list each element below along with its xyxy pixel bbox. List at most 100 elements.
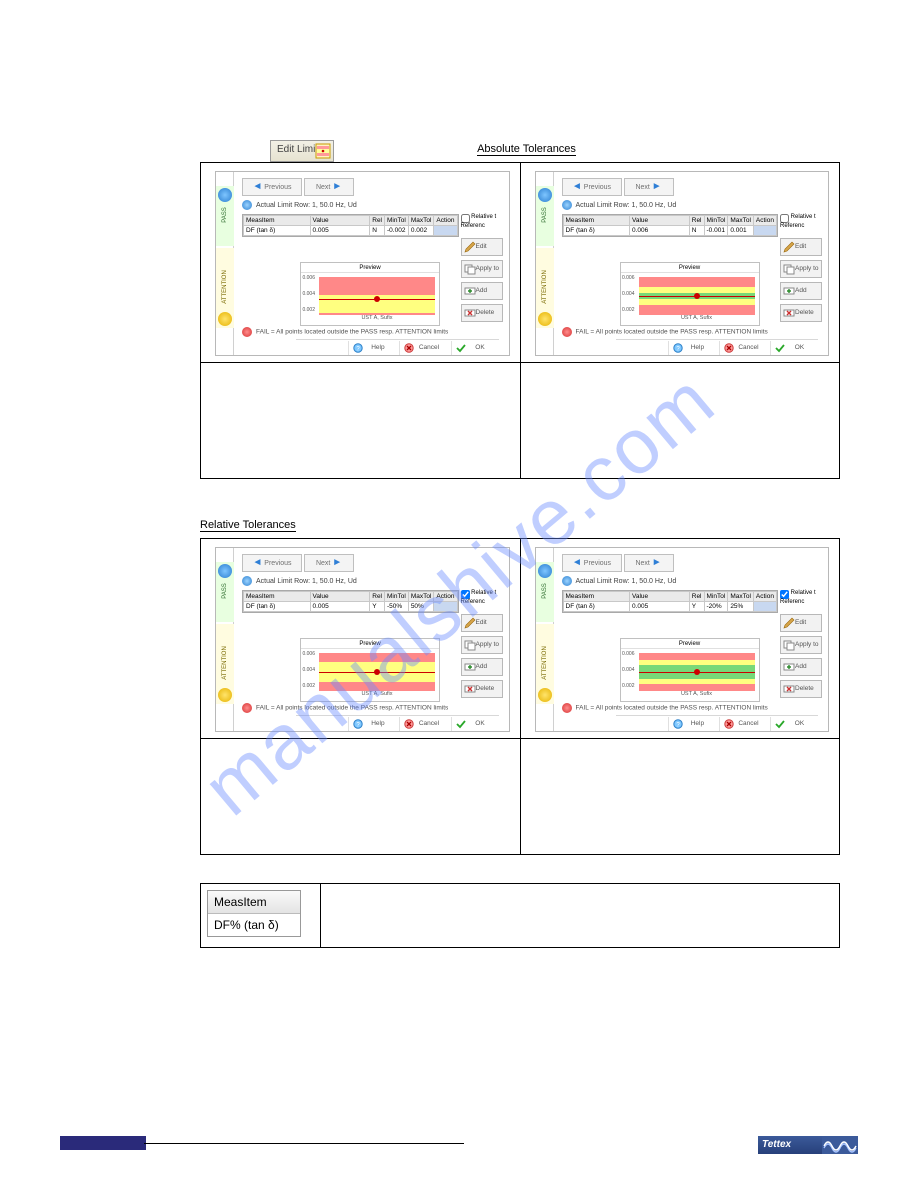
arrow-left-icon: ◄ [572, 557, 582, 568]
edit-button[interactable]: Edit [780, 614, 822, 632]
limits-grid[interactable]: MeasItem Value Rel MinTol MaxTol Action … [242, 590, 459, 613]
tab-attention[interactable]: ATTENTION [536, 248, 554, 328]
fail-icon [562, 327, 572, 337]
apply-to-button[interactable]: Apply to [461, 260, 503, 278]
apply-to-button[interactable]: Apply to [780, 260, 822, 278]
relative-checkbox[interactable]: Relative tReferenc [461, 590, 503, 605]
delete-button[interactable]: Delete [780, 680, 822, 698]
tab-pass[interactable]: PASS [536, 562, 554, 622]
warning-icon [538, 312, 552, 326]
cell-rel: N [689, 226, 704, 236]
fail-icon [242, 327, 252, 337]
edit-button[interactable]: Edit [780, 238, 822, 256]
cancel-button[interactable]: Cancel [719, 341, 767, 355]
arrow-right-icon: ► [652, 181, 662, 192]
ok-button[interactable]: OK [770, 341, 818, 355]
cell-action[interactable] [434, 226, 457, 236]
delete-button[interactable]: Delete [461, 304, 503, 322]
add-button[interactable]: Add [461, 658, 503, 676]
relative-checkbox-input[interactable] [461, 590, 470, 599]
previous-button[interactable]: ◄ Previous [242, 178, 302, 196]
tab-pass[interactable]: PASS [216, 186, 234, 246]
edit-limit-button[interactable]: Edit Limit [270, 140, 334, 162]
relative-checkbox[interactable]: Relative tReferenc [461, 214, 503, 229]
tab-pass[interactable]: PASS [536, 186, 554, 246]
help-button[interactable]: ? Help [668, 717, 716, 731]
relative-checkbox-input[interactable] [461, 214, 470, 223]
cell-rel: Y [689, 602, 704, 612]
apply-icon [783, 263, 795, 275]
limits-grid[interactable]: MeasItem Value Rel MinTol MaxTol Action … [242, 214, 459, 237]
tab-attention[interactable]: ATTENTION [216, 624, 234, 704]
edit-button[interactable]: Edit [461, 614, 503, 632]
edit-button[interactable]: Edit [461, 238, 503, 256]
col-value: Value [630, 216, 690, 226]
heading-relative: Relative Tolerances [200, 519, 296, 532]
cancel-button[interactable]: Cancel [719, 717, 767, 731]
cancel-button[interactable]: Cancel [399, 717, 447, 731]
tab-attention[interactable]: ATTENTION [536, 624, 554, 704]
info-icon [562, 200, 572, 210]
previous-button[interactable]: ◄ Previous [562, 554, 622, 572]
cell-maxtol: 50% [408, 602, 434, 612]
col-mintol: MinTol [704, 216, 728, 226]
cell-measitem: DF (tan δ) [244, 226, 311, 236]
relative-checkbox[interactable]: Relative tReferenc [780, 590, 822, 605]
cell-action[interactable] [753, 602, 776, 612]
apply-to-button[interactable]: Apply to [461, 636, 503, 654]
apply-to-button[interactable]: Apply to [780, 636, 822, 654]
cancel-button[interactable]: Cancel [399, 341, 447, 355]
help-button[interactable]: ? Help [668, 341, 716, 355]
arrow-left-icon: ◄ [252, 181, 262, 192]
measitem-value: DF% (tan δ) [208, 914, 300, 936]
arrow-left-icon: ◄ [572, 181, 582, 192]
relative-checkbox-input[interactable] [780, 590, 789, 599]
help-button[interactable]: ? Help [348, 717, 396, 731]
relative-checkbox[interactable]: Relative tReferenc [780, 214, 822, 229]
next-button[interactable]: Next ► [624, 178, 674, 196]
cell-rel: Y [370, 602, 385, 612]
next-button[interactable]: Next ► [304, 178, 354, 196]
previous-button[interactable]: ◄ Previous [562, 178, 622, 196]
col-value: Value [630, 592, 690, 602]
measitem-box: MeasItem DF% (tan δ) [207, 890, 301, 937]
abs-cell-2: PASS ATTENTION ◄ Previous Next ► Actual … [520, 163, 840, 363]
measitem-desc [320, 884, 839, 948]
add-button[interactable]: Add [780, 658, 822, 676]
warning-icon [538, 688, 552, 702]
cell-rel: N [370, 226, 385, 236]
ok-button[interactable]: OK [451, 341, 499, 355]
cell-action[interactable] [753, 226, 776, 236]
preview-chart: Preview 0.006 0.004 0.002 UST A, Sufix [300, 638, 440, 702]
col-measitem: MeasItem [563, 216, 630, 226]
delete-button[interactable]: Delete [461, 680, 503, 698]
previous-button[interactable]: ◄ Previous [242, 554, 302, 572]
tettex-wave-icon [822, 1136, 858, 1154]
tab-pass[interactable]: PASS [216, 562, 234, 622]
delete-button[interactable]: Delete [780, 304, 822, 322]
relative-checkbox-input[interactable] [780, 214, 789, 223]
preview-body [639, 277, 755, 313]
check-icon [456, 343, 466, 353]
info-row: Actual Limit Row: 1, 50.0 Hz, Ud [562, 576, 779, 588]
ok-button[interactable]: OK [770, 717, 818, 731]
preview-xaxis: UST A, Sufix [319, 691, 435, 701]
cell-action[interactable] [434, 602, 457, 612]
apply-icon [464, 263, 476, 275]
add-button[interactable]: Add [780, 282, 822, 300]
cancel-icon [724, 719, 734, 729]
tab-pass-label: PASS [222, 192, 228, 238]
limits-grid[interactable]: MeasItem Value Rel MinTol MaxTol Action … [562, 590, 779, 613]
info-icon [562, 576, 572, 586]
preview-yaxis: 0.006 0.004 0.002 [301, 653, 317, 689]
add-button[interactable]: Add [461, 282, 503, 300]
fail-message: FAIL = All points located outside the PA… [562, 327, 819, 337]
help-button[interactable]: ? Help [348, 341, 396, 355]
tab-attn-label: ATTENTION [542, 264, 548, 310]
help-icon: ? [353, 719, 363, 729]
limits-grid[interactable]: MeasItem Value Rel MinTol MaxTol Action … [562, 214, 779, 237]
ok-button[interactable]: OK [451, 717, 499, 731]
next-button[interactable]: Next ► [304, 554, 354, 572]
tab-attention[interactable]: ATTENTION [216, 248, 234, 328]
next-button[interactable]: Next ► [624, 554, 674, 572]
